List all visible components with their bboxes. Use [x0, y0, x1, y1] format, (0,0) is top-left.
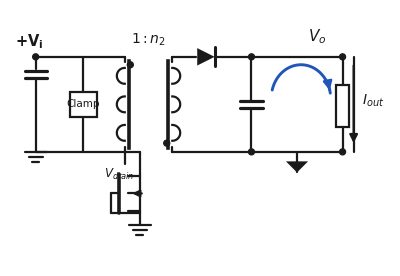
Circle shape [127, 62, 133, 68]
Text: $V_o$: $V_o$ [308, 27, 326, 46]
Text: $\mathbf{+V_i}$: $\mathbf{+V_i}$ [15, 32, 43, 51]
Text: $V_{drain}$: $V_{drain}$ [104, 167, 134, 182]
Bar [70, 92, 97, 117]
Circle shape [248, 54, 254, 60]
Text: Clamp: Clamp [66, 99, 100, 109]
Circle shape [164, 140, 170, 146]
Text: $1:n_2$: $1:n_2$ [131, 32, 166, 48]
Circle shape [340, 54, 346, 60]
Circle shape [340, 149, 346, 155]
Polygon shape [197, 48, 215, 65]
Text: $I_{out}$: $I_{out}$ [362, 92, 385, 108]
Polygon shape [286, 161, 308, 172]
Circle shape [248, 149, 254, 155]
Bar [336, 85, 349, 126]
Circle shape [33, 54, 39, 60]
